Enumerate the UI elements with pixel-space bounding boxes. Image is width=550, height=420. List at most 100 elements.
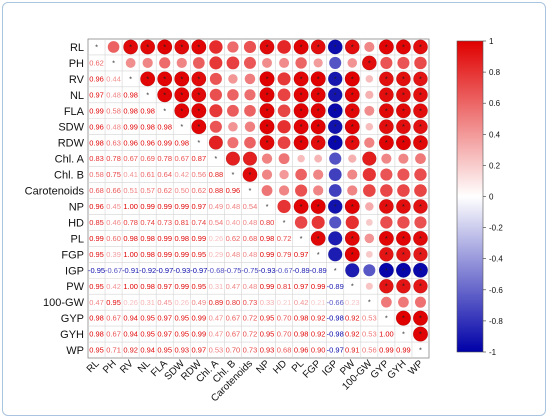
correlation-circle [244, 89, 256, 101]
correlation-value: 0.95 [89, 250, 104, 259]
significance-marker: * [402, 250, 405, 259]
correlation-circle [347, 169, 358, 180]
correlation-value: 0.67 [106, 314, 121, 323]
correlation-circle [378, 87, 394, 103]
diagonal-marker: * [146, 90, 149, 99]
correlation-value: 0.31 [209, 282, 224, 291]
correlation-value: 0.98 [140, 122, 155, 131]
correlation-value: 0.26 [209, 234, 224, 243]
correlation-value: -0.92 [139, 266, 156, 275]
correlation-value: -0.75 [241, 266, 258, 275]
column-label: GYH [385, 358, 408, 381]
correlation-value: 0.67 [226, 314, 241, 323]
significance-marker: * [351, 90, 354, 99]
correlation-circle [396, 71, 411, 87]
colorbar-tick-label: 1 [489, 37, 494, 46]
correlation-circle [345, 215, 359, 230]
row-label: FGP [61, 249, 84, 261]
correlation-circle [310, 230, 326, 246]
correlation-circle [379, 247, 394, 262]
correlation-circle [191, 103, 207, 119]
correlation-value: 0.26 [123, 298, 138, 307]
significance-marker: * [266, 74, 269, 83]
significance-marker: * [419, 234, 422, 243]
correlation-value: 0.72 [277, 234, 292, 243]
row-label: Carotenoids [25, 186, 85, 198]
correlation-value: 0.99 [89, 106, 104, 115]
correlation-value: 0.68 [89, 186, 104, 195]
correlation-value: 0.98 [89, 330, 104, 339]
significance-marker: * [163, 74, 166, 83]
significance-marker: * [385, 202, 388, 211]
correlation-circle [278, 185, 290, 196]
significance-marker: * [317, 202, 320, 211]
correlation-value: 0.70 [277, 314, 292, 323]
correlation-circle [277, 136, 291, 150]
correlation-value: 0.99 [123, 122, 138, 131]
significance-marker: * [317, 234, 320, 243]
correlation-circle [397, 56, 410, 69]
correlation-value: 0.67 [123, 154, 138, 163]
correlation-circle [157, 39, 173, 55]
diagonal-marker: * [95, 42, 98, 51]
significance-marker: * [419, 90, 422, 99]
correlation-circle [227, 41, 239, 53]
correlation-value: 0.56 [362, 346, 377, 355]
correlation-circle [365, 122, 374, 131]
correlation-value: 0.95 [89, 346, 104, 355]
colorbar-tick-label: 0 [489, 193, 494, 202]
correlation-value: 0.94 [140, 346, 155, 355]
correlation-circle [395, 310, 411, 326]
correlation-circle [327, 87, 343, 103]
correlation-circle [310, 135, 326, 151]
significance-marker: * [419, 282, 422, 291]
row-label: PW [66, 281, 84, 293]
correlation-circle [277, 120, 291, 134]
correlation-value: 0.29 [209, 250, 224, 259]
correlation-value: 0.92 [345, 330, 360, 339]
correlation-value: 0.93 [260, 346, 275, 355]
correlation-circle [279, 169, 289, 180]
correlation-value: 0.62 [157, 186, 172, 195]
correlation-circle [244, 136, 256, 149]
correlation-value: 0.63 [106, 138, 121, 147]
significance-marker: * [146, 74, 149, 83]
significance-marker: * [317, 106, 320, 115]
correlation-value: 0.88 [209, 186, 224, 195]
significance-marker: * [334, 122, 337, 131]
correlation-circle [378, 135, 394, 151]
significance-marker: * [266, 90, 269, 99]
correlation-circle [159, 57, 171, 69]
significance-marker: * [402, 234, 405, 243]
correlation-circle [413, 103, 428, 119]
correlation-circle [397, 216, 410, 229]
correlation-value: 0.80 [226, 298, 241, 307]
correlation-circle [261, 185, 273, 196]
correlation-value: 0.99 [192, 330, 207, 339]
correlation-value: 0.98 [140, 106, 155, 115]
correlation-circle [225, 151, 241, 166]
significance-marker: * [317, 74, 320, 83]
significance-marker: * [385, 122, 388, 131]
colorbar-tick-label: 0.8 [489, 68, 501, 77]
row-label: PL [71, 233, 84, 245]
correlation-circle [395, 39, 411, 55]
correlation-value: 0.67 [106, 330, 121, 339]
significance-marker: * [300, 122, 303, 131]
correlation-value: 0.39 [106, 250, 121, 259]
column-label: RV [118, 358, 136, 376]
diagonal-marker: * [385, 314, 388, 323]
significance-marker: * [300, 138, 303, 147]
correlation-circle [381, 153, 392, 164]
correlation-value: 0.78 [106, 154, 121, 163]
correlation-value: 0.96 [140, 138, 155, 147]
correlation-value: 0.99 [157, 202, 172, 211]
significance-marker: * [402, 74, 405, 83]
significance-marker: * [300, 202, 303, 211]
correlation-circle [327, 71, 343, 87]
row-label: Chl. B [54, 170, 84, 182]
correlation-value: 0.49 [192, 298, 207, 307]
correlation-circle [174, 71, 190, 87]
significance-marker: * [402, 202, 405, 211]
correlation-value: -0.97 [190, 266, 207, 275]
